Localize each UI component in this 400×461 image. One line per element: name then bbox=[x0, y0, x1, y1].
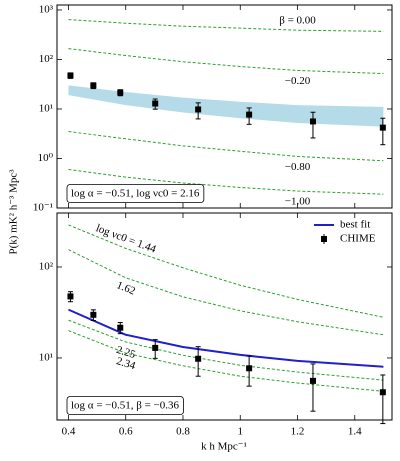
y-tick-label: 10² bbox=[39, 53, 54, 65]
x-axis-label: k h Mpc⁻¹ bbox=[201, 441, 247, 453]
x-tick-label: 1 bbox=[237, 426, 243, 438]
x-tick-label: 1.2 bbox=[291, 426, 305, 438]
data-point bbox=[117, 89, 124, 96]
axes-frame bbox=[56, 212, 393, 421]
annotation-box bbox=[66, 396, 184, 415]
data-point bbox=[117, 324, 124, 331]
fit-curve bbox=[68, 308, 384, 368]
curve-label: −0.20 bbox=[285, 75, 311, 87]
annotation-box bbox=[66, 184, 205, 203]
model-curve bbox=[68, 224, 384, 318]
plot-area bbox=[68, 19, 384, 195]
annotation: log α = −0.51, β = −0.36 bbox=[71, 400, 179, 412]
model-curve bbox=[68, 249, 384, 336]
data-point bbox=[309, 118, 316, 125]
x-tick-label: 1.4 bbox=[348, 426, 362, 438]
data-point bbox=[152, 100, 159, 107]
model-curve bbox=[68, 19, 384, 32]
data-point bbox=[67, 72, 74, 79]
y-tick-label: 10⁻¹ bbox=[33, 202, 53, 214]
curve-label: 2.25 bbox=[115, 344, 137, 361]
y-tick-label: 10⁰ bbox=[38, 152, 54, 164]
data-point bbox=[90, 82, 97, 89]
data-point bbox=[309, 377, 316, 384]
data-point bbox=[195, 355, 202, 362]
data-point bbox=[152, 344, 159, 351]
curve-label: 2.34 bbox=[115, 355, 137, 372]
legend-label: CHIME bbox=[340, 233, 376, 245]
y-tick-label: 10¹ bbox=[39, 103, 53, 115]
model-curve bbox=[68, 319, 384, 381]
curve-label: log νc0 = 1.44 bbox=[94, 222, 158, 256]
data-point bbox=[379, 124, 386, 131]
confidence-band bbox=[68, 85, 384, 127]
x-tick-label: 0.8 bbox=[176, 426, 190, 438]
y-tick-label: 10³ bbox=[39, 4, 54, 16]
model-curve bbox=[68, 131, 384, 162]
x-tick-label: 0.6 bbox=[119, 426, 133, 438]
data-point bbox=[90, 311, 97, 318]
legend-label: best fit bbox=[340, 219, 370, 231]
model-curve bbox=[68, 330, 384, 392]
legend-swatch bbox=[321, 236, 327, 242]
y-tick-label: 10² bbox=[39, 261, 54, 273]
data-point bbox=[379, 389, 386, 396]
data-point bbox=[246, 111, 253, 118]
data-point bbox=[246, 365, 253, 372]
x-tick-label: 0.4 bbox=[62, 426, 76, 438]
curve-label: −1.00 bbox=[285, 196, 311, 208]
curve-label: 1.62 bbox=[115, 279, 137, 297]
model-curve bbox=[68, 48, 384, 75]
plot-area bbox=[68, 224, 384, 392]
axes-frame bbox=[56, 4, 393, 209]
data-point bbox=[67, 293, 74, 300]
y-tick-label: 10¹ bbox=[39, 351, 53, 363]
data-point bbox=[195, 106, 202, 113]
curve-label: β = 0.00 bbox=[279, 15, 316, 27]
curve-label: −0.80 bbox=[285, 161, 311, 173]
y-axis-label: P(k) mK² h⁻³ Mpc³ bbox=[8, 169, 20, 255]
annotation: log α = −0.51, log νc0 = 2.16 bbox=[71, 188, 200, 200]
